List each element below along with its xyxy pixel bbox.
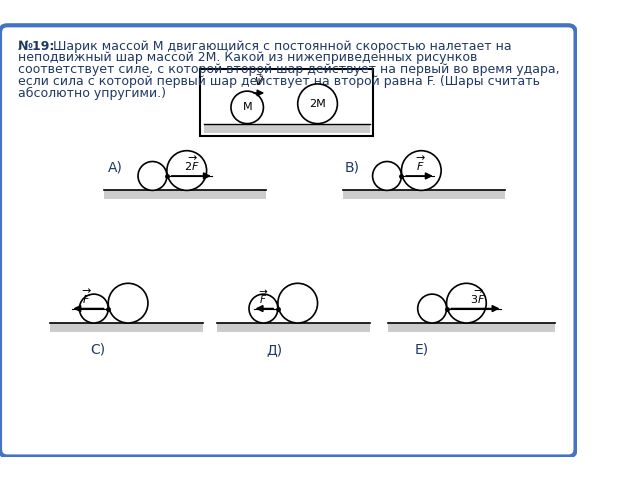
- Text: $\overrightarrow{F}$: $\overrightarrow{F}$: [259, 288, 268, 306]
- Ellipse shape: [372, 161, 401, 191]
- Ellipse shape: [108, 283, 148, 323]
- Text: $\overrightarrow{F}$: $\overrightarrow{F}$: [81, 288, 92, 306]
- Text: абсолютно упругими.): абсолютно упругими.): [18, 86, 166, 100]
- Text: Шарик массой М двигающийся с постоянной скоростью налетает на: Шарик массой М двигающийся с постоянной …: [49, 40, 511, 53]
- Ellipse shape: [167, 151, 207, 191]
- Ellipse shape: [231, 91, 264, 124]
- Text: $\overrightarrow{F}$: $\overrightarrow{F}$: [416, 155, 426, 173]
- Text: $\overrightarrow{2F}$: $\overrightarrow{2F}$: [184, 155, 200, 173]
- Text: 2M: 2M: [309, 99, 326, 109]
- Text: С): С): [90, 343, 106, 357]
- Ellipse shape: [447, 283, 486, 323]
- Text: M: M: [243, 102, 252, 112]
- Text: неподвижный шар массой 2М. Какой из нижеприведенных рисунков: неподвижный шар массой 2М. Какой из ниже…: [18, 51, 477, 64]
- Text: А): А): [108, 160, 123, 174]
- Bar: [200, 69, 374, 136]
- Text: соответствует силе, с которой второй шар действует на первый во время удара,: соответствует силе, с которой второй шар…: [18, 63, 559, 76]
- Text: №19:: №19:: [18, 40, 56, 53]
- Ellipse shape: [418, 294, 447, 323]
- Ellipse shape: [298, 84, 337, 124]
- Text: если сила с которой первый шар действует на второй равна F. (Шары считать: если сила с которой первый шар действует…: [18, 75, 540, 88]
- Ellipse shape: [278, 283, 317, 323]
- Text: Д): Д): [266, 343, 282, 357]
- Text: $\vec{V}$: $\vec{V}$: [254, 72, 264, 88]
- Text: Е): Е): [415, 343, 429, 357]
- Text: $\overrightarrow{3F}$: $\overrightarrow{3F}$: [470, 288, 486, 306]
- Ellipse shape: [401, 151, 441, 191]
- FancyBboxPatch shape: [0, 25, 575, 456]
- Ellipse shape: [138, 161, 167, 191]
- Ellipse shape: [249, 294, 278, 323]
- Text: В): В): [344, 160, 360, 174]
- Ellipse shape: [79, 294, 108, 323]
